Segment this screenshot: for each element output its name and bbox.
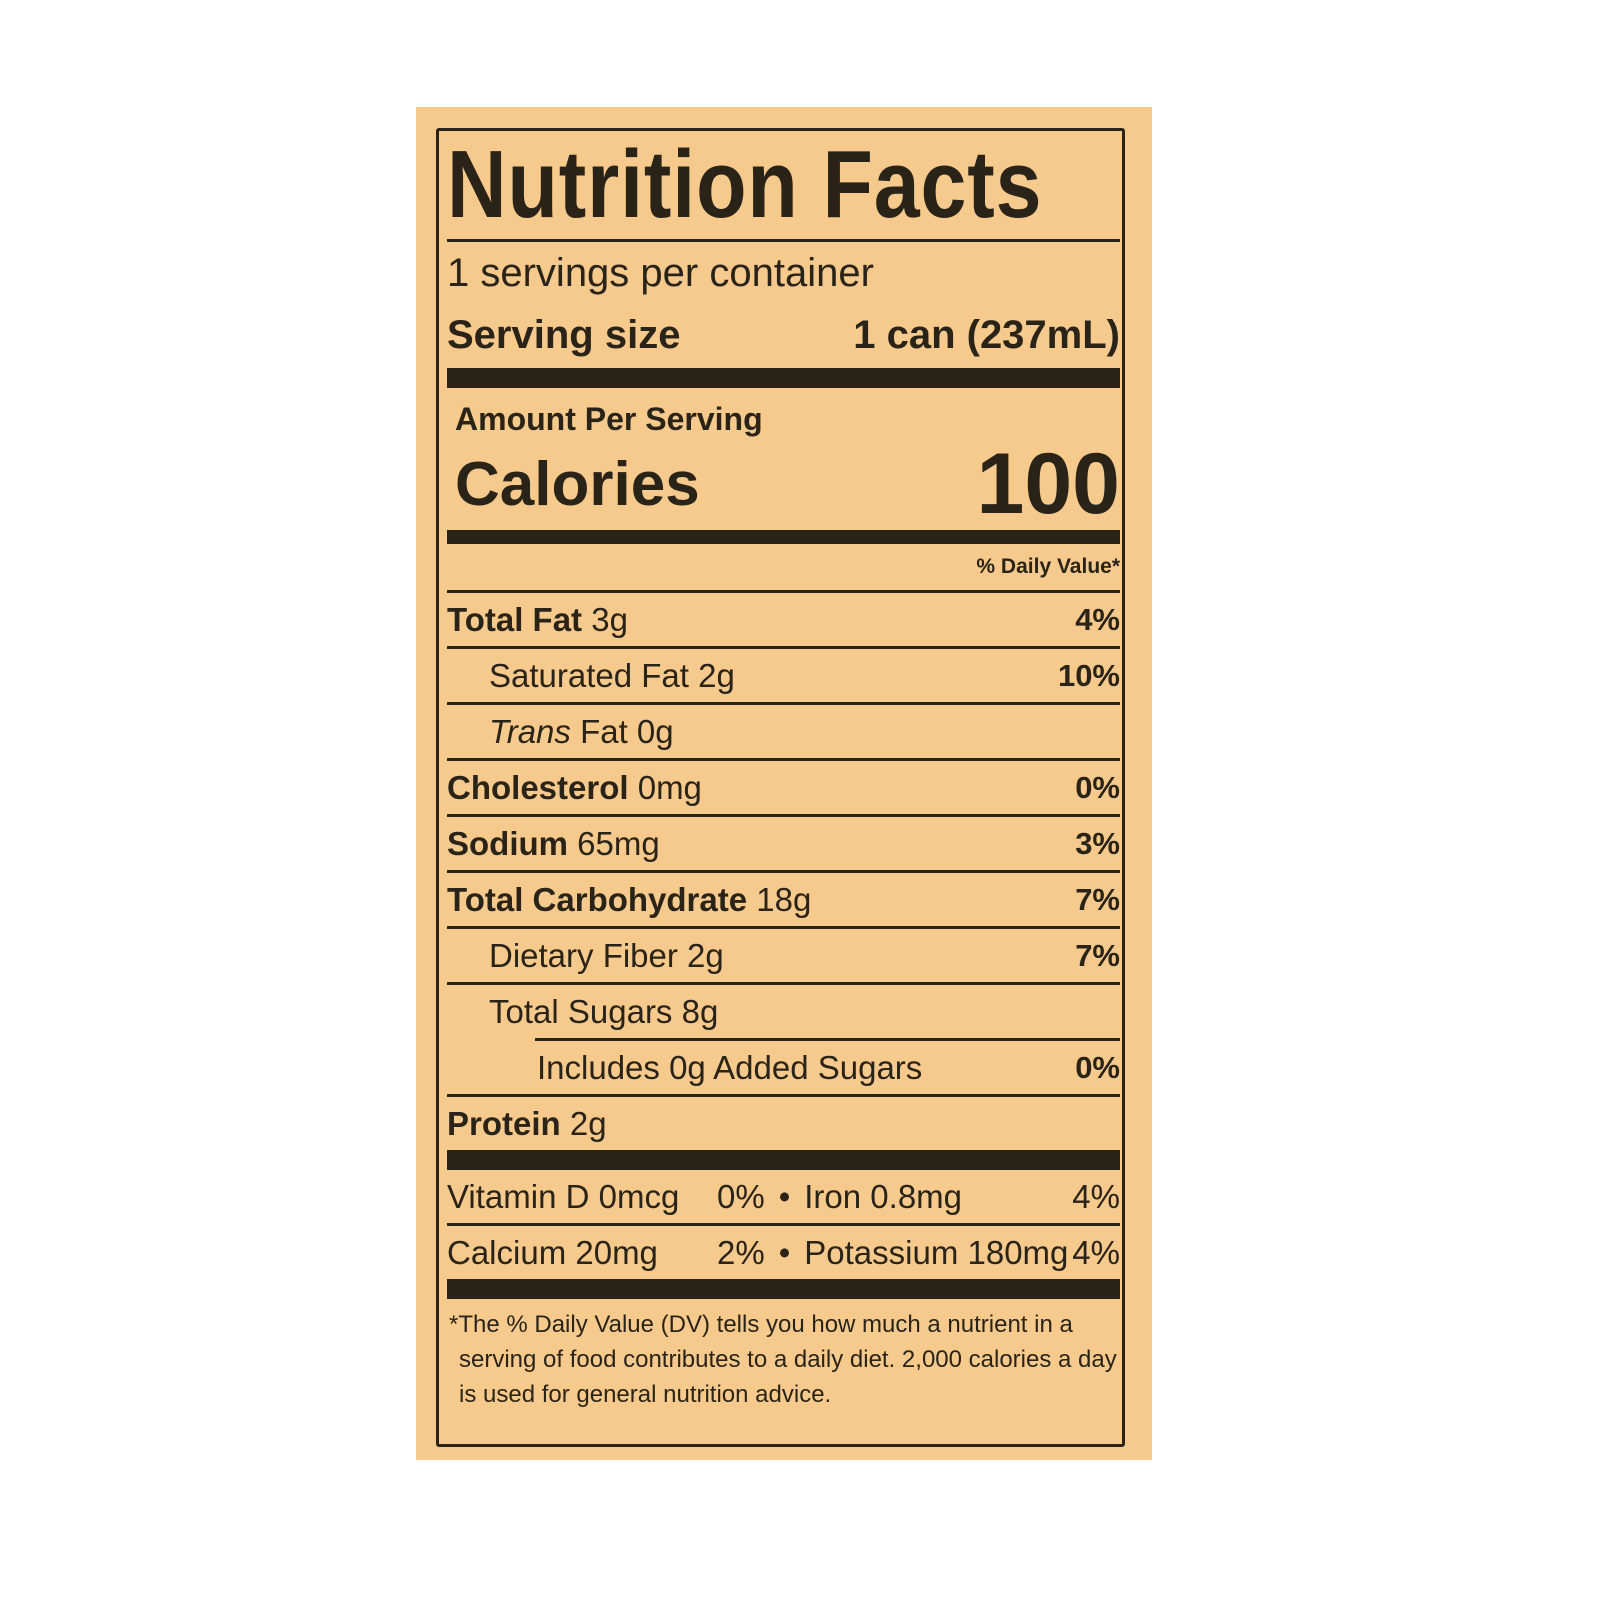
vitamin-name: Calcium 20mg xyxy=(447,1233,658,1271)
nutrient-row-total-fat: Total Fat 3g 4% xyxy=(447,593,1120,646)
nutrient-row-total-sugars: Total Sugars 8g xyxy=(447,985,1120,1038)
nutrient-amount: 0mg xyxy=(637,768,702,806)
mineral-dv: 4% xyxy=(1072,1233,1120,1271)
servings-per-container: 1 servings per container xyxy=(447,242,1120,304)
nutrient-row-sodium: Sodium 65mg 3% xyxy=(447,817,1120,870)
divider xyxy=(447,926,1120,929)
divider xyxy=(447,814,1120,817)
nutrient-row-protein: Protein 2g xyxy=(447,1097,1120,1150)
nutrient-row-saturated-fat: Saturated Fat 2g 10% xyxy=(447,649,1120,702)
nutrient-name: Sodium xyxy=(447,824,568,862)
divider xyxy=(447,590,1120,593)
daily-value-header-text: % Daily Value* xyxy=(976,555,1120,578)
calories-label: Calories xyxy=(455,449,700,519)
divider-thick xyxy=(447,1150,1120,1170)
nutrient-amount: 65mg xyxy=(577,824,660,862)
nutrient-dv: 10% xyxy=(1057,657,1120,693)
nutrient-row-added-sugars: Includes 0g Added Sugars 0% xyxy=(447,1041,1120,1094)
nutrient-name: Fat 0g xyxy=(570,712,674,750)
nutrient-row-trans-fat: Trans Fat 0g xyxy=(447,705,1120,758)
nutrient-name: Dietary Fiber 2g xyxy=(489,936,724,974)
nutrient-dv: 4% xyxy=(1075,601,1120,637)
divider xyxy=(447,870,1120,873)
divider xyxy=(447,1094,1120,1097)
divider-indented xyxy=(535,1038,1120,1041)
bullet: • xyxy=(778,1177,791,1215)
nutrient-name: Protein xyxy=(447,1104,561,1142)
vitamin-dv: 2% xyxy=(717,1233,765,1271)
serving-size-label: Serving size xyxy=(447,312,681,357)
bullet: • xyxy=(778,1233,791,1271)
amount-per-serving-text: Amount Per Serving xyxy=(455,401,763,437)
divider xyxy=(447,758,1120,761)
mineral-name: Potassium 180mg xyxy=(804,1233,1069,1271)
nutrient-name: Total Carbohydrate xyxy=(447,880,748,918)
nutrient-row-dietary-fiber: Dietary Fiber 2g 7% xyxy=(447,929,1120,982)
nutrient-row-total-carbohydrate: Total Carbohydrate 18g 7% xyxy=(447,873,1120,926)
nutrient-name: Includes 0g Added Sugars xyxy=(537,1048,923,1086)
daily-value-header: % Daily Value* xyxy=(447,544,1120,590)
label-border: Nutrition Facts 1 servings per container… xyxy=(436,128,1125,1447)
label-title: Nutrition Facts xyxy=(447,131,1120,239)
nutrient-dv: 7% xyxy=(1075,937,1120,973)
servings-text: 1 servings per container xyxy=(447,250,874,295)
vitamin-dv: 0% xyxy=(717,1177,765,1215)
vitamin-row: Calcium 20mg 2% • Potassium 180mg 4% xyxy=(447,1226,1120,1279)
calories-row: Calories 100 xyxy=(447,436,1120,532)
nutrient-name: Total Fat xyxy=(447,600,583,638)
calories-value: 100 xyxy=(976,435,1121,532)
nutrient-name: Cholesterol xyxy=(447,768,629,806)
mineral-dv: 4% xyxy=(1072,1177,1120,1215)
nutrition-label: Nutrition Facts 1 servings per container… xyxy=(416,107,1152,1460)
nutrient-amount: 18g xyxy=(756,880,812,918)
divider xyxy=(447,702,1120,705)
divider-thick xyxy=(447,368,1120,388)
divider xyxy=(447,982,1120,985)
divider xyxy=(447,1223,1120,1226)
divider xyxy=(447,239,1120,242)
vitamin-row: Vitamin D 0mcg 0% • Iron 0.8mg 4% xyxy=(447,1170,1120,1223)
nutrient-row-cholesterol: Cholesterol 0mg 0% xyxy=(447,761,1120,814)
nutrient-amount: 3g xyxy=(591,600,628,638)
divider-thick xyxy=(447,530,1120,544)
nutrient-amount: 2g xyxy=(569,1104,607,1142)
nutrient-dv: 0% xyxy=(1075,769,1120,805)
title-text: Nutrition Facts xyxy=(447,131,1043,238)
serving-size-value: 1 can (237mL) xyxy=(853,312,1120,357)
nutrient-dv: 3% xyxy=(1075,825,1120,861)
nutrient-name-italic: Trans xyxy=(489,712,571,750)
nutrient-dv: 7% xyxy=(1075,881,1120,917)
nutrient-name: Total Sugars 8g xyxy=(489,992,719,1030)
nutrient-dv: 0% xyxy=(1075,1049,1120,1085)
vitamin-name: Vitamin D 0mcg xyxy=(447,1177,680,1215)
nutrient-name: Saturated Fat 2g xyxy=(489,656,735,694)
divider-thick xyxy=(447,1279,1120,1299)
amount-per-serving: Amount Per Serving xyxy=(447,388,1120,438)
serving-size-row: Serving size 1 can (237mL) xyxy=(447,304,1120,366)
divider xyxy=(447,646,1120,649)
mineral-name: Iron 0.8mg xyxy=(804,1177,963,1215)
footnote: *The % Daily Value (DV) tells you how mu… xyxy=(449,1311,1117,1408)
